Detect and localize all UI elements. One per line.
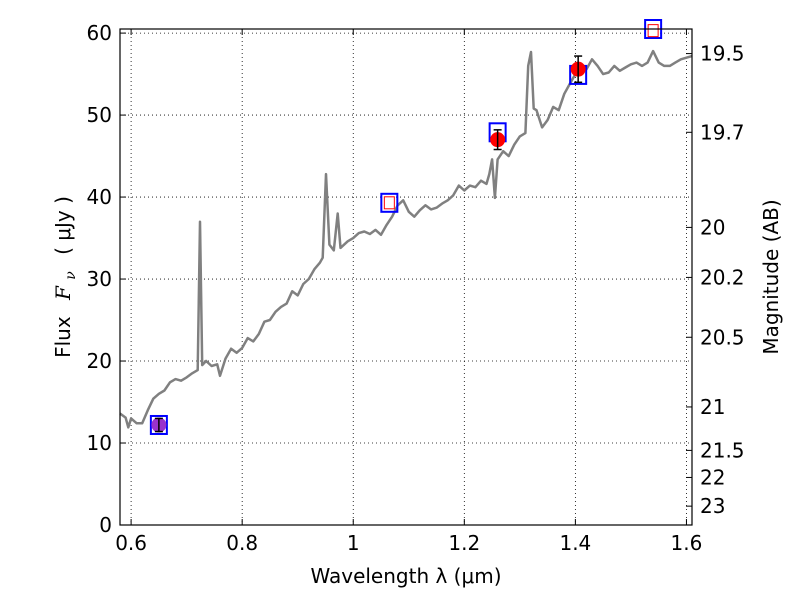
y-axis-title-symbol: F (51, 285, 75, 301)
y-tick-label: 0 (99, 513, 112, 537)
right-tick-label: 23 (700, 494, 725, 518)
data-layer (119, 19, 693, 435)
spectrum-line (119, 49, 693, 429)
tick-layer: 0.6 0.8 1 1.2 1.4 1.6 0 10 20 30 40 50 60 19.5 19.7 20 2… (87, 21, 745, 555)
right-tick-label: 22 (700, 465, 725, 489)
y-tick-label: 20 (87, 349, 112, 373)
y-axis-title-flux: Flux (51, 316, 75, 358)
x-tick-label: 1.2 (448, 531, 480, 555)
y-tick-label: 50 (87, 103, 112, 127)
model-square-marker (380, 192, 399, 213)
right-tick-label: 20.5 (700, 325, 745, 349)
open-square-marker (647, 24, 659, 38)
right-tick-label: 21 (700, 395, 725, 419)
y-tick-label: 60 (87, 21, 112, 45)
x-axis-title: Wavelength λ (μm) (310, 564, 501, 588)
y-tick-label: 10 (87, 431, 112, 455)
x-tick-label: 0.8 (226, 531, 258, 555)
right-tick-label: 20 (700, 215, 725, 239)
x-tick-label: 1 (347, 531, 360, 555)
grid-layer (120, 29, 692, 526)
plot-frame (119, 28, 693, 526)
right-axis-title: Magnitude (AB) (759, 199, 783, 354)
right-tick-label: 20.2 (700, 265, 745, 289)
x-tick-label: 1.4 (559, 531, 591, 555)
y-tick-label: 40 (87, 185, 112, 209)
x-tick-label: 1.6 (671, 531, 703, 555)
y-axis-title: Flux F ν ( μJy ) (51, 196, 80, 358)
y-tick-label: 30 (87, 267, 112, 291)
right-tick-label: 19.5 (700, 42, 745, 66)
x-tick-label: 0.6 (115, 531, 147, 555)
model-square-marker (149, 414, 168, 435)
y-axis-title-subscript: ν (63, 271, 79, 280)
right-tick-label: 19.7 (700, 120, 745, 144)
right-tick-label: 21.5 (700, 438, 745, 462)
y-axis-title-units: ( μJy ) (51, 196, 75, 255)
open-square-marker (383, 196, 395, 210)
